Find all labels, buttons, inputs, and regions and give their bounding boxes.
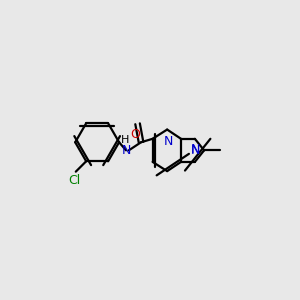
- Text: N: N: [164, 135, 173, 148]
- Text: H: H: [121, 135, 129, 145]
- Text: N: N: [190, 144, 200, 157]
- Text: O: O: [130, 128, 140, 141]
- Text: Cl: Cl: [68, 173, 81, 187]
- Text: N: N: [190, 143, 200, 156]
- Text: N: N: [121, 144, 131, 157]
